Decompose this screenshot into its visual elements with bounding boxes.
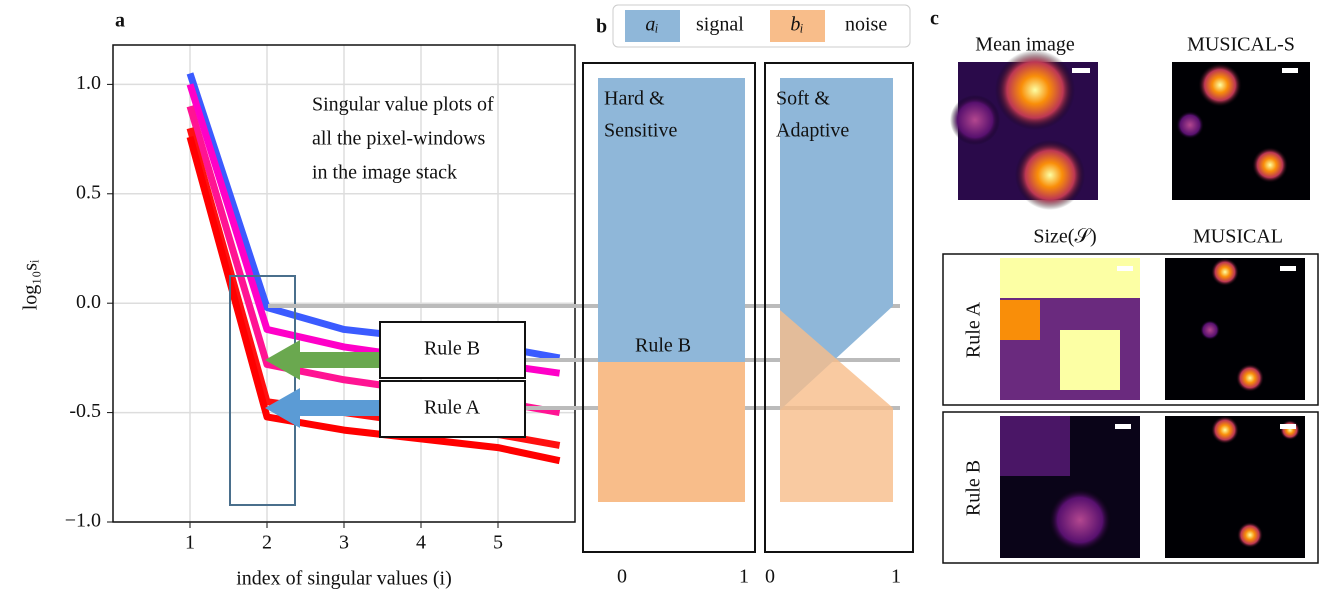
rule-box-label: Rule A xyxy=(424,397,481,419)
y-tick-label: 0.5 xyxy=(76,181,101,203)
image xyxy=(1165,416,1305,558)
noise-region xyxy=(598,362,745,502)
panel-title: Hard & xyxy=(604,88,665,110)
tick-label: 1 xyxy=(891,566,901,588)
x-tick-label: 1 xyxy=(185,532,195,554)
x-tick-label: 5 xyxy=(493,532,503,554)
tick-label: 1 xyxy=(739,566,749,588)
x-tick-label: 2 xyxy=(262,532,272,554)
figure: a 1 2 3 4 5 1.0 0.5 0.0 -0.5 −1.0 Singular value … xyxy=(0,0,1325,599)
annotation: all the pixel-windows xyxy=(312,128,486,150)
legend-symbol: bᵢ xyxy=(790,14,803,36)
y-axis-label: log₁₀sᵢ xyxy=(20,259,42,310)
rule-label: Rule B xyxy=(635,335,691,357)
image-title: MUSICAL-S xyxy=(1187,34,1295,56)
annotation: Singular value plots of xyxy=(312,94,494,116)
rule-box-label: Rule B xyxy=(424,338,480,360)
panel-title: Soft & xyxy=(776,88,830,110)
image xyxy=(1165,258,1305,400)
image-title: Size(𝒮) xyxy=(1033,226,1096,248)
panel-label: a xyxy=(115,10,125,32)
x-axis-label: index of singular values (i) xyxy=(236,568,452,590)
image xyxy=(1172,62,1310,200)
panel-label: c xyxy=(930,8,939,30)
legend-symbol: aᵢ xyxy=(645,14,658,36)
row-label: Rule A xyxy=(963,301,985,358)
plot-a: 1 2 3 4 5 1.0 0.5 0.0 -0.5 −1.0 xyxy=(65,45,575,554)
y-tick-label: 0.0 xyxy=(76,291,101,313)
annotation: in the image stack xyxy=(312,162,457,184)
row-label: Rule B xyxy=(963,460,985,516)
legend-label: noise xyxy=(845,14,887,36)
tick-label: 0 xyxy=(617,566,627,588)
panel-label: b xyxy=(596,16,607,38)
tick-label: 0 xyxy=(765,566,775,588)
y-tick-label: -0.5 xyxy=(69,400,101,422)
panel-title: Adaptive xyxy=(776,120,849,142)
image xyxy=(950,50,1098,210)
y-tick-label: −1.0 xyxy=(65,510,101,532)
y-tick-label: 1.0 xyxy=(76,72,101,94)
x-tick-label: 4 xyxy=(416,532,426,554)
image xyxy=(1000,258,1140,400)
panel-title: Sensitive xyxy=(604,120,677,142)
legend-label: signal xyxy=(696,14,744,36)
x-tick-label: 3 xyxy=(339,532,349,554)
image xyxy=(1000,416,1140,558)
image-title: MUSICAL xyxy=(1193,226,1283,248)
